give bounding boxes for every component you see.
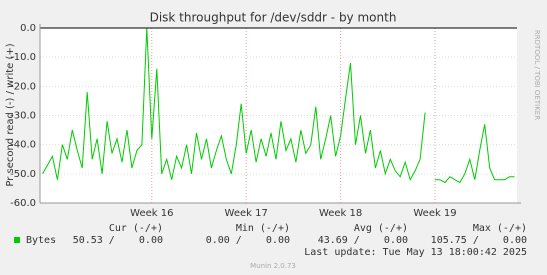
legend-cell: 105.75 / 0.00 (431, 235, 527, 246)
y-axis-label: Pr second read (-) / write (+) (5, 43, 16, 186)
series-line (435, 124, 515, 184)
legend-header: Cur (-/+) (109, 223, 163, 234)
legend-cell: 50.53 / 0.00 (73, 235, 163, 246)
x-tick-label: Week 18 (319, 208, 362, 219)
chart-title: Disk throughput for /dev/sddr - by month (150, 11, 397, 25)
legend-header: Max (-/+) (473, 223, 527, 234)
x-tick-label: Week 16 (130, 208, 173, 219)
x-tick-label: Week 19 (413, 208, 456, 219)
legend-cell: 0.00 / 0.00 (206, 235, 290, 246)
legend-entry: Bytes (26, 235, 56, 246)
y-tick-label: -20.0 (10, 81, 36, 92)
y-tick-label: -30.0 (10, 111, 36, 122)
legend-header: Avg (-/+) (354, 223, 408, 234)
y-tick-label: -50.0 (10, 169, 36, 180)
x-tick-label: Week 17 (225, 208, 268, 219)
side-text: RRDTOOL / TOBI OETIKER (533, 30, 541, 120)
y-tick-label: -10.0 (10, 52, 36, 63)
y-tick-label: -40.0 (10, 140, 36, 151)
plot-area (40, 28, 517, 203)
legend-header: Min (-/+) (236, 223, 290, 234)
footer: Munin 2.0.73 (250, 262, 296, 270)
legend-cell: 43.69 / 0.00 (318, 235, 408, 246)
legend-swatch (14, 237, 20, 243)
y-tick-label: 0.0 (20, 23, 36, 34)
last-update: Last update: Tue May 13 18:00:42 2025 (304, 247, 527, 258)
series-line (42, 27, 426, 181)
y-tick-label: -60.0 (10, 198, 36, 209)
